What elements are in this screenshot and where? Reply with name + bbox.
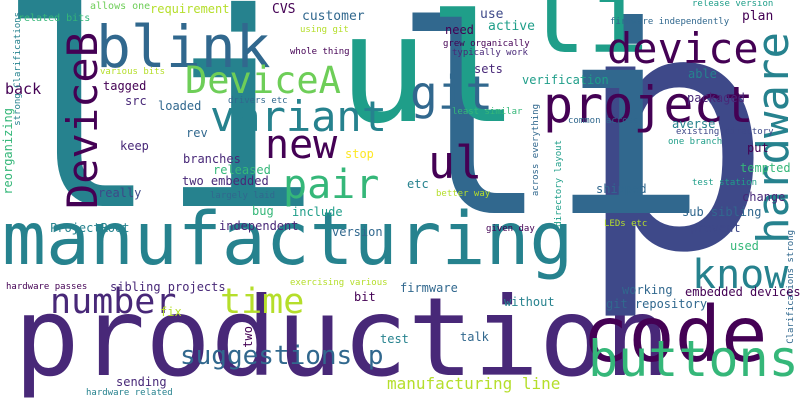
cloud-word: code xyxy=(582,291,768,380)
cloud-word: able xyxy=(688,67,717,81)
cloud-word: ul xyxy=(428,136,483,189)
cloud-word: manufacturing line xyxy=(387,374,561,393)
cloud-word: released xyxy=(213,163,271,177)
cloud-word: used xyxy=(730,239,759,253)
cloud-word: keep xyxy=(120,139,149,153)
cloud-word: fix xyxy=(160,305,182,319)
cloud-word: test station xyxy=(692,178,758,188)
cloud-word: typically work xyxy=(452,48,528,58)
cloud-word: suggestions p xyxy=(180,341,384,371)
cloud-word: ul xyxy=(338,0,519,157)
cloud-word: various bits xyxy=(100,67,166,77)
cloud-word: two embedded xyxy=(182,174,269,188)
cloud-word: talk xyxy=(460,330,489,344)
cloud-word: hardware passes xyxy=(6,282,88,292)
cloud-word: shipped xyxy=(596,182,647,196)
cloud-word: using git xyxy=(300,25,349,35)
cloud-word: exercising various xyxy=(290,278,388,288)
cloud-word: working xyxy=(622,283,673,297)
cloud-word: least similar xyxy=(452,107,523,117)
cloud-word: sending xyxy=(116,375,167,389)
cloud-word: averse xyxy=(672,117,716,131)
cloud-word: use xyxy=(480,7,504,22)
cloud-word: DeviceB xyxy=(58,32,107,210)
cloud-word: project xyxy=(543,76,754,134)
cloud-word: change xyxy=(742,190,786,204)
cloud-word: number xyxy=(50,282,177,322)
cloud-word: largely laid xyxy=(210,191,276,201)
cloud-word: CVS xyxy=(272,2,296,17)
cloud-word: better way xyxy=(436,189,491,199)
cloud-word: sets xyxy=(474,62,503,76)
cloud-word: embedded devices xyxy=(685,285,800,299)
cloud-word: really xyxy=(98,186,142,200)
cloud-word: tempted xyxy=(740,161,791,175)
cloud-word: DeviceA xyxy=(185,59,341,102)
cloud-word: bug xyxy=(252,204,274,218)
cloud-word: directory layout xyxy=(554,140,564,227)
cloud-word: li xyxy=(0,0,323,270)
cloud-word: pair xyxy=(283,162,380,208)
cloud-word: hardware related xyxy=(86,388,173,398)
cloud-word: p xyxy=(575,0,774,325)
cloud-word: put xyxy=(747,141,769,155)
cloud-word: given day xyxy=(486,224,535,234)
cloud-word: new xyxy=(265,122,338,168)
cloud-word: related bits xyxy=(18,13,91,24)
cloud-word: etc xyxy=(407,177,429,191)
cloud-word: branches xyxy=(183,152,241,166)
cloud-word: two xyxy=(241,326,255,348)
cloud-word: packaged xyxy=(687,91,745,105)
cloud-word: know xyxy=(692,252,789,298)
cloud-word: git xyxy=(410,66,494,120)
cloud-word: back xyxy=(5,80,42,98)
cloud-word: common across xyxy=(568,116,639,126)
cloud-word: bit xyxy=(354,290,376,304)
cloud-word: LEDs etc xyxy=(604,219,648,229)
cloud-word: grew organically xyxy=(443,39,530,49)
cloud-word: firmware independently xyxy=(610,17,730,27)
cloud-word: release version xyxy=(692,0,774,9)
cloud-word: sibling projects xyxy=(110,280,226,294)
cloud-word: requirement xyxy=(150,2,230,16)
cloud-word: loaded xyxy=(158,99,202,113)
cloud-word: time xyxy=(220,282,305,322)
cloud-word: src xyxy=(125,94,147,108)
cloud-word: stop xyxy=(345,147,374,161)
cloud-word: include xyxy=(292,205,343,219)
cloud-word: variant xyxy=(210,92,388,141)
cloud-word: ProjectRoot xyxy=(50,221,130,235)
cloud-word: sub sibling xyxy=(682,205,762,219)
cloud-word: active xyxy=(488,19,535,34)
cloud-word: device xyxy=(607,24,759,73)
cloud-word: git repository xyxy=(606,297,708,311)
cloud-word: firmware xyxy=(400,281,458,295)
cloud-word: rev xyxy=(186,126,208,140)
cloud-word: tagged xyxy=(103,79,147,93)
cloud-word: across everything xyxy=(531,104,541,197)
cloud-word: allows one xyxy=(90,1,151,12)
cloud-word: existing directory xyxy=(676,127,774,137)
cloud-word: customer xyxy=(302,9,365,24)
cloud-word: li xyxy=(392,0,708,275)
cloud-word: drivers etc xyxy=(228,96,288,106)
cloud-word: buttons xyxy=(588,330,799,388)
cloud-word: manufacturing xyxy=(2,197,574,282)
cloud-word: verification xyxy=(522,73,609,87)
cloud-word: one branch xyxy=(668,137,723,147)
cloud-word: whole thing xyxy=(290,47,350,57)
cloud-word: version xyxy=(332,225,383,239)
cloud-word: plan xyxy=(742,9,774,24)
cloud-word: prevent xyxy=(690,221,741,235)
cloud-word: production xyxy=(14,274,671,400)
cloud-word: without xyxy=(504,295,555,309)
cloud-word: li xyxy=(524,0,650,77)
cloud-word: need xyxy=(445,23,474,37)
cloud-word: strong Clarifications xyxy=(13,12,23,126)
cloud-word: blink xyxy=(96,13,271,81)
cloud-word: independent xyxy=(219,219,299,233)
cloud-word: test xyxy=(380,332,409,346)
